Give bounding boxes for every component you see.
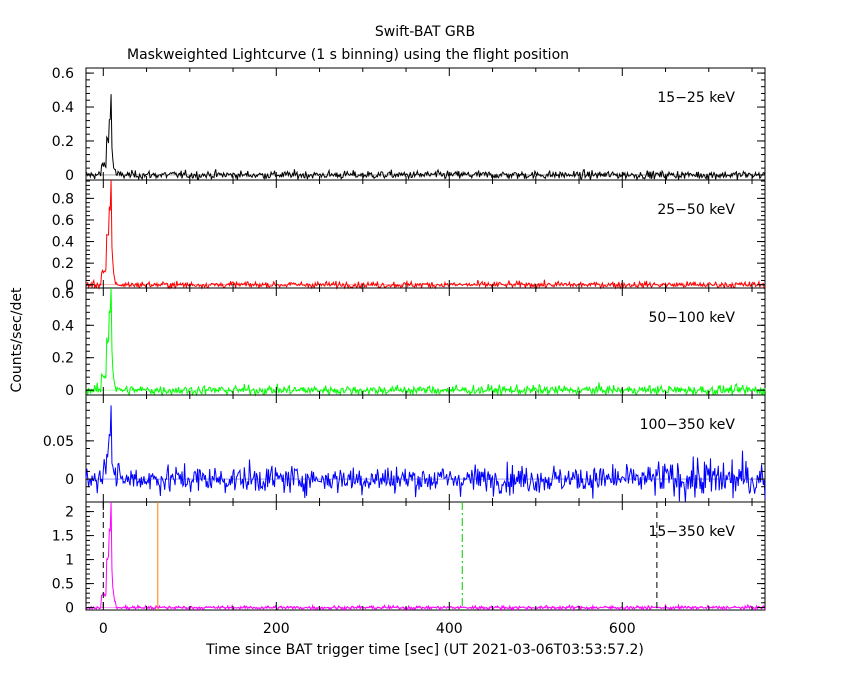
y-tick-label: 0 [65, 383, 74, 399]
x-tick-label: 600 [609, 621, 636, 637]
y-tick-label: 0.4 [52, 235, 74, 251]
y-tick-label: 0.2 [52, 134, 74, 150]
x-tick-label: 400 [436, 621, 463, 637]
band-label: 50−100 keV [648, 310, 735, 326]
panel-4: 0 0.05 100−350 keV [43, 394, 766, 503]
panel-frame [85, 501, 766, 611]
band-label: 100−350 keV [640, 417, 736, 433]
panel-5: 0 0.5 1 1.5 2 15−350 keV [52, 501, 766, 617]
y-axis-label: Counts/sec/det [9, 287, 25, 392]
panel-2: 0 0.2 0.4 0.6 0.8 25−50 keV [52, 179, 766, 294]
panel-frame [85, 179, 766, 289]
series-line [85, 179, 766, 290]
y-tick-label: 0 [65, 168, 74, 184]
y-tick-label: 0.2 [52, 256, 74, 272]
y-tick-label: 2 [65, 505, 74, 521]
y-tick-label: 0.4 [52, 318, 74, 334]
band-label: 15−25 keV [657, 90, 735, 106]
y-tick-label: 0.5 [52, 577, 74, 593]
panel-frame [85, 67, 766, 181]
y-tick-label: 0.6 [52, 66, 74, 82]
x-tick-label: 0 [99, 621, 108, 637]
y-tick-label: 0 [65, 601, 74, 617]
y-tick-label: 0 [65, 472, 74, 488]
series-line [85, 287, 766, 397]
y-tick-label: 0.6 [52, 213, 74, 229]
panel-frame [85, 287, 766, 396]
y-tick-label: 0.6 [52, 286, 74, 302]
y-tick-label: 0 [65, 278, 74, 294]
chart-subtitle: Maskweighted Lightcurve (1 s binning) us… [127, 47, 569, 63]
series-line [85, 94, 766, 181]
y-tick-label: 0.8 [52, 191, 74, 207]
y-tick-label: 0.05 [43, 434, 74, 450]
panel-1: 0 0.2 0.4 0.6 15−25 keV [52, 66, 766, 184]
y-tick-label: 0.2 [52, 351, 74, 367]
series-line [85, 501, 766, 612]
panel-frame [85, 394, 766, 503]
series-line [85, 405, 766, 503]
x-axis-label: Time since BAT trigger time [sec] (UT 20… [205, 642, 644, 658]
x-tick-label: 200 [263, 621, 290, 637]
y-tick-label: 0.4 [52, 100, 74, 116]
panels-group: 0 0.2 0.4 0.6 15−25 keV 0 0.2 0.4 0.6 0.8 25−50 ke… [43, 66, 766, 637]
y-tick-label: 1.5 [52, 529, 74, 545]
y-tick-label: 1 [65, 553, 74, 569]
band-label: 15−350 keV [648, 524, 735, 540]
panel-3: 0 0.2 0.4 0.6 50−100 keV [52, 286, 766, 399]
chart-title: Swift-BAT GRB [375, 24, 475, 40]
band-label: 25−50 keV [657, 202, 735, 218]
